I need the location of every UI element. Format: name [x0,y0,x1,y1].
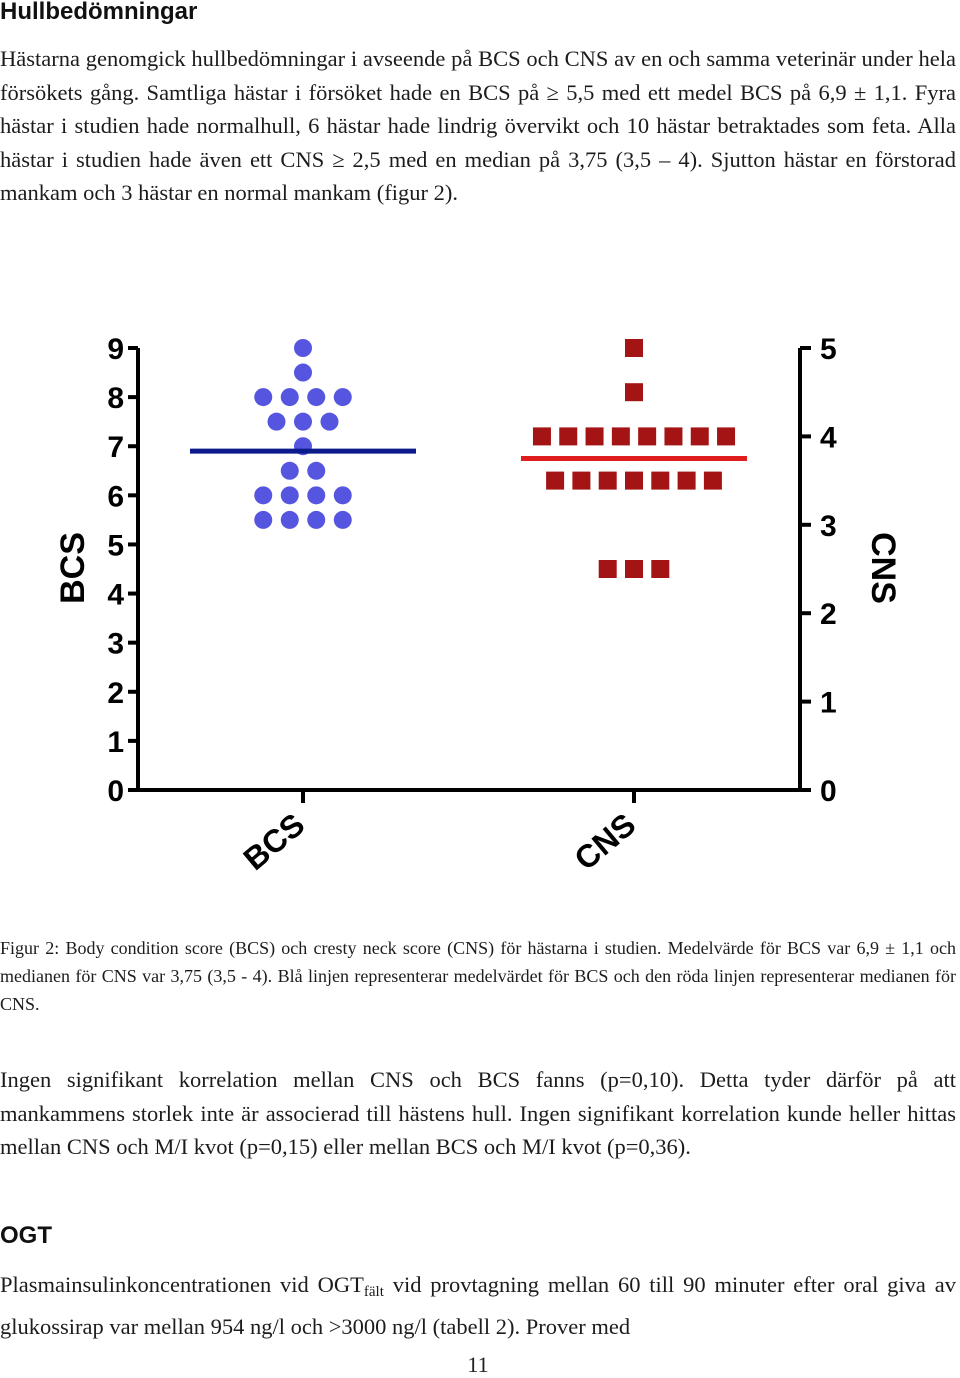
cns-data-point [717,427,736,446]
cns-data-point [625,471,643,490]
cns-data-point [625,339,643,357]
cns-data-point [651,471,670,490]
left-axis-tick-label: 3 [107,628,124,661]
data-points [254,339,736,578]
left-axis-tick-label: 9 [107,333,124,366]
cns-data-point [638,427,657,446]
bcs-data-point [254,388,273,407]
right-axis-tick-label: 3 [820,510,837,543]
category-label: BCS [236,806,311,877]
ogt-subscript: fält [363,1284,384,1300]
cns-data-point [546,471,565,490]
bcs-data-point [280,510,299,529]
bcs-data-point [280,388,299,407]
cns-data-point [598,560,617,578]
right-axis-ticks: 0 1 2 3 4 5 [800,333,837,808]
category-label: CNS [567,806,642,877]
cns-data-point [598,471,617,490]
bcs-data-point [333,486,352,505]
bcs-data-point [320,412,339,431]
body-paragraph-correlation: Ingen signifikant korrelation mellan CNS… [0,1067,956,1159]
section-heading-hullbedomningar: Hullbedömningar [0,0,198,25]
right-axis-tick-label: 2 [820,598,837,631]
bcs-data-point [307,461,326,480]
cns-data-point [532,427,551,446]
right-axis-tick-label: 0 [820,775,837,808]
chart-axes [136,348,802,792]
left-axis-tick-label: 8 [107,382,124,415]
section-heading-ogt: OGT [0,1222,52,1249]
figure-caption: Figur 2: Body condition score (BCS) och … [0,938,956,1014]
bcs-data-point [307,486,326,505]
bcs-data-point [333,510,352,529]
cns-data-point [572,471,591,490]
bcs-data-point [254,486,273,505]
cns-data-point [664,427,683,446]
cns-data-point [703,471,722,490]
bcs-data-point [333,388,352,407]
left-axis-tick-label: 7 [107,431,124,464]
bcs-data-point [254,510,273,529]
cns-data-point [559,427,578,446]
cns-data-point [585,427,604,446]
right-axis-title: CNS [864,532,902,604]
left-axis-tick-label: 4 [107,579,124,612]
cns-data-point [611,427,630,446]
left-axis-tick-label: 6 [107,480,124,513]
bcs-data-point [307,388,326,407]
cns-data-point [690,427,709,446]
bcs-data-point [294,339,312,357]
left-axis-tick-label: 5 [107,529,124,562]
cns-data-point [651,560,670,578]
right-axis-tick-label: 4 [820,421,837,454]
body-paragraph-bcs-cns: Hästarna genomgick hullbedömningar i avs… [0,46,956,205]
left-axis-tick-label: 1 [107,726,124,759]
bcs-data-point [307,510,326,529]
cns-data-point [625,560,643,578]
left-axis-tick-label: 0 [107,775,124,808]
right-axis-tick-label: 1 [820,687,837,720]
bcs-data-point [294,412,312,431]
bcs-data-point [267,412,286,431]
cns-data-point [625,383,643,402]
ogt-text-end: vid provtagning mellan 60 till 90 minute… [0,1272,956,1339]
right-axis-tick-label: 5 [820,333,837,366]
bcs-data-point [280,461,299,480]
left-axis-title: BCS [54,532,92,604]
ogt-text-start: Plasmainsulinkoncentrationen vid OGT [0,1272,364,1297]
cns-data-point [677,471,696,490]
category-axis-ticks: BCS CNS [236,790,642,877]
summary-lines [190,448,747,461]
figure-2-chart: 0 1 2 3 4 5 6 7 8 9 0 1 2 3 4 5 BCS CNS BCS CNS [54,333,902,877]
page-number: 11 [467,1352,489,1377]
left-axis-ticks: 0 1 2 3 4 5 6 7 8 9 [107,333,138,808]
bcs-data-point [294,363,312,382]
left-axis-tick-label: 2 [107,677,124,710]
bcs-data-point [280,486,299,505]
body-paragraph-ogt: Plasmainsulinkoncentrationen vid OGTfält… [0,1268,956,1343]
